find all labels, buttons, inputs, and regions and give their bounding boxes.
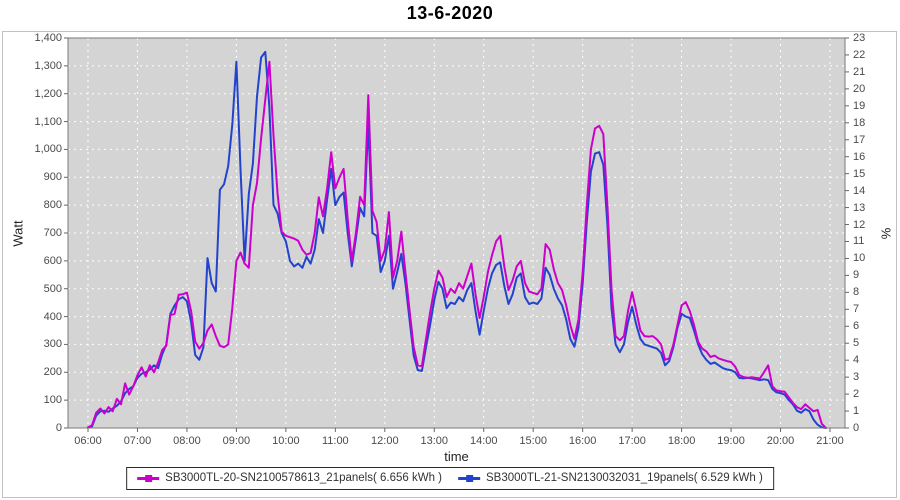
y-tick-label: 700	[43, 227, 62, 239]
y2-tick-label: 2	[853, 388, 860, 401]
x-axis-title: time	[444, 449, 469, 464]
y2-tick-label: 9	[853, 269, 860, 282]
series1-swatch-icon	[137, 474, 160, 483]
y2-tick-label: 15	[853, 167, 866, 180]
x-tick-label: 19:00	[717, 435, 745, 447]
y2-axis-title: %	[878, 227, 894, 240]
x-tick-label: 15:00	[519, 435, 547, 447]
y2-tick-label: 10	[853, 252, 866, 265]
x-tick-label: 17:00	[618, 435, 646, 447]
x-tick-label: 07:00	[123, 435, 152, 447]
y2-tick-label: 1	[853, 405, 860, 418]
x-tick-label: 08:00	[173, 435, 201, 447]
legend: SB3000TL-20-SN2100578613_21panels( 6.656…	[126, 467, 774, 490]
legend-label-sb3000tl-20: SB3000TL-20-SN2100578613_21panels( 6.656…	[165, 472, 442, 484]
legend-label-sb3000tl-21: SB3000TL-21-SN2130032031_19panels( 6.529…	[486, 472, 763, 484]
y-tick-label: 1,000	[34, 143, 62, 156]
y2-tick-label: 21	[853, 65, 866, 78]
x-tick-label: 06:00	[74, 435, 102, 447]
y2-tick-label: 8	[853, 286, 860, 299]
y2-tick-label: 13	[853, 201, 866, 214]
y2-tick-label: 11	[853, 235, 865, 248]
series-line-SB3000TL-20	[87, 60, 827, 429]
y-tick-label: 1,300	[34, 59, 62, 72]
x-tick-label: 12:00	[371, 435, 399, 447]
y-tick-label: 200	[43, 366, 62, 379]
y2-tick-label: 23	[853, 32, 866, 44]
y2-tick-label: 12	[853, 218, 866, 231]
y2-tick-label: 4	[853, 354, 860, 367]
chart-title: 13-6-2020	[406, 3, 494, 23]
y-axis-title: Watt	[10, 220, 26, 247]
y-tick-label: 100	[43, 394, 62, 407]
y-tick-label: 800	[43, 199, 62, 212]
y2-tick-label: 3	[853, 371, 860, 384]
series-line-SB3000TL-21	[87, 50, 827, 429]
y2-tick-label: 7	[853, 303, 860, 316]
y2-tick-label: 18	[853, 116, 866, 129]
x-tick-label: 20:00	[766, 435, 795, 447]
y2-tick-label: 6	[853, 320, 860, 333]
x-tick-label: 16:00	[568, 435, 597, 447]
y-tick-label: 500	[43, 282, 62, 295]
legend-item-sb3000tl-20: SB3000TL-20-SN2100578613_21panels( 6.656…	[137, 472, 442, 484]
x-tick-label: 18:00	[667, 435, 696, 447]
y-tick-label: 1,100	[34, 115, 62, 128]
x-tick-label: 10:00	[272, 435, 300, 447]
y2-tick-label: 0	[853, 422, 860, 434]
x-tick-label: 14:00	[469, 435, 498, 447]
y-tick-label: 900	[43, 171, 62, 184]
legend-item-sb3000tl-21: SB3000TL-21-SN2130032031_19panels( 6.529…	[458, 472, 763, 484]
y2-tick-label: 22	[853, 48, 866, 61]
series2-swatch-icon	[458, 474, 480, 483]
y-tick-label: 400	[43, 310, 62, 323]
y2-tick-label: 5	[853, 337, 860, 350]
y-tick-label: 1,400	[34, 32, 62, 44]
y-tick-label: 300	[43, 338, 62, 351]
y-tick-label: 1,200	[34, 87, 62, 100]
x-tick-label: 09:00	[222, 435, 251, 447]
y2-tick-label: 20	[853, 82, 866, 95]
y2-tick-label: 16	[853, 150, 866, 163]
x-tick-label: 21:00	[816, 435, 844, 447]
y-tick-label: 0	[55, 422, 62, 434]
y2-tick-label: 19	[853, 99, 866, 112]
y-tick-label: 600	[43, 254, 62, 267]
x-tick-label: 13:00	[420, 435, 449, 447]
x-tick-label: 11:00	[321, 435, 349, 447]
y2-tick-label: 14	[853, 184, 866, 197]
y2-tick-label: 17	[853, 133, 866, 146]
